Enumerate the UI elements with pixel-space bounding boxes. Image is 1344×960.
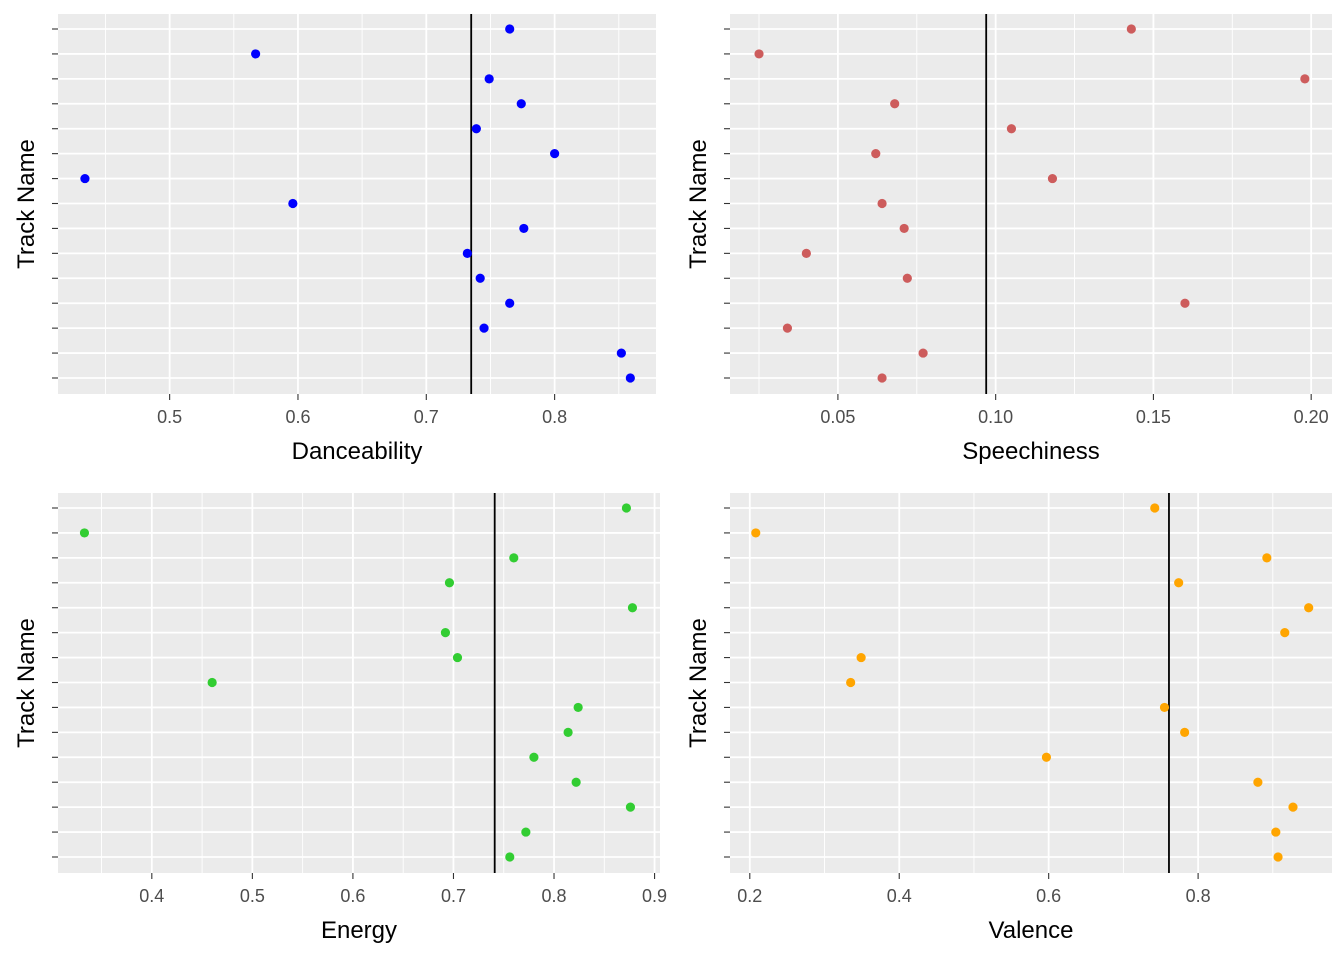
data-point xyxy=(505,298,515,308)
data-point xyxy=(846,677,856,688)
data-point xyxy=(452,652,463,663)
chart-panel: 0.5 0.6 0.7 0.8 Danceability Track Name xyxy=(13,14,656,465)
data-point xyxy=(902,273,912,283)
data-point xyxy=(1006,124,1017,134)
x-tick-label: 0.10 xyxy=(978,407,1013,427)
x-tick-label: 0.6 xyxy=(1036,886,1061,906)
data-point xyxy=(1047,173,1058,184)
data-point xyxy=(1273,852,1283,862)
data-point xyxy=(207,677,217,688)
x-tick-label: 0.20 xyxy=(1294,407,1329,427)
data-point xyxy=(856,652,866,663)
x-tick-label: 0.05 xyxy=(820,407,855,427)
data-point xyxy=(529,752,539,762)
data-point xyxy=(1180,298,1190,308)
x-tick-label: 0.8 xyxy=(1186,886,1211,906)
data-point xyxy=(563,727,573,737)
data-point xyxy=(519,223,529,234)
data-point xyxy=(484,74,494,84)
data-point xyxy=(505,24,515,34)
data-point xyxy=(462,248,472,258)
data-point xyxy=(1180,727,1190,737)
x-tick-label: 0.4 xyxy=(139,886,164,906)
x-tick-label: 0.2 xyxy=(737,886,762,906)
data-point xyxy=(79,528,90,538)
data-point xyxy=(516,99,526,109)
data-point xyxy=(550,149,560,159)
y-axis-title: Track Name xyxy=(685,618,712,748)
x-tick-label: 0.6 xyxy=(285,407,310,427)
x-tick-label: 0.8 xyxy=(542,407,567,427)
data-point xyxy=(1253,777,1263,787)
chart-panel: 0.05 0.10 0.15 0.20 Speechiness Track Name xyxy=(685,14,1332,465)
x-axis-title: Danceability xyxy=(292,438,423,465)
y-axis-title: Track Name xyxy=(13,139,40,269)
x-axis-title: Speechiness xyxy=(962,438,1099,465)
x-tick-label: 0.5 xyxy=(157,407,182,427)
x-tick-label: 0.5 xyxy=(240,886,265,906)
data-point xyxy=(627,603,638,613)
data-point xyxy=(1288,802,1298,812)
data-point xyxy=(251,49,261,59)
data-point xyxy=(505,852,515,862)
data-point xyxy=(899,223,909,234)
x-tick-label: 0.7 xyxy=(414,407,439,427)
data-point xyxy=(1262,553,1272,563)
data-point xyxy=(625,373,635,383)
x-axis-title: Valence xyxy=(989,917,1074,944)
data-point xyxy=(80,173,90,184)
data-point xyxy=(471,124,481,134)
chart-panel: 0.4 0.5 0.6 0.7 0.8 0.9 Energy Track Name xyxy=(13,493,667,944)
data-point xyxy=(288,198,298,209)
data-point xyxy=(1304,603,1314,613)
x-axis-title: Energy xyxy=(321,917,397,944)
x-tick-label: 0.9 xyxy=(642,886,667,906)
x-tick-label: 0.15 xyxy=(1136,407,1171,427)
data-point xyxy=(573,702,583,713)
data-point xyxy=(871,149,881,159)
data-point xyxy=(1280,628,1290,638)
data-point xyxy=(1300,74,1310,84)
data-point xyxy=(890,99,900,109)
data-point xyxy=(616,348,626,358)
data-point xyxy=(1159,702,1170,713)
data-point xyxy=(621,503,632,513)
data-point xyxy=(751,528,761,538)
data-point xyxy=(754,49,764,59)
data-point xyxy=(1174,578,1184,588)
x-tick-label: 0.4 xyxy=(887,886,912,906)
data-point xyxy=(1150,503,1160,513)
x-tick-label: 0.8 xyxy=(542,886,567,906)
data-point xyxy=(571,777,581,787)
data-point xyxy=(509,553,519,563)
x-tick-label: 0.6 xyxy=(340,886,365,906)
data-point xyxy=(877,373,887,383)
y-axis-title: Track Name xyxy=(13,618,40,748)
data-point xyxy=(521,827,531,837)
data-point xyxy=(1126,24,1136,34)
y-axis-title: Track Name xyxy=(685,139,712,269)
chart-panel: 0.2 0.4 0.6 0.8 Valence Track Name xyxy=(685,493,1332,944)
data-point xyxy=(444,578,455,588)
data-point xyxy=(440,628,451,638)
data-point xyxy=(1041,752,1052,762)
data-point xyxy=(1271,827,1281,837)
data-point xyxy=(475,273,485,283)
data-point xyxy=(801,248,811,258)
data-point xyxy=(479,323,489,333)
x-tick-label: 0.7 xyxy=(441,886,466,906)
data-point xyxy=(782,323,793,333)
data-point xyxy=(625,802,636,812)
data-point xyxy=(877,198,887,209)
data-point xyxy=(918,348,928,358)
